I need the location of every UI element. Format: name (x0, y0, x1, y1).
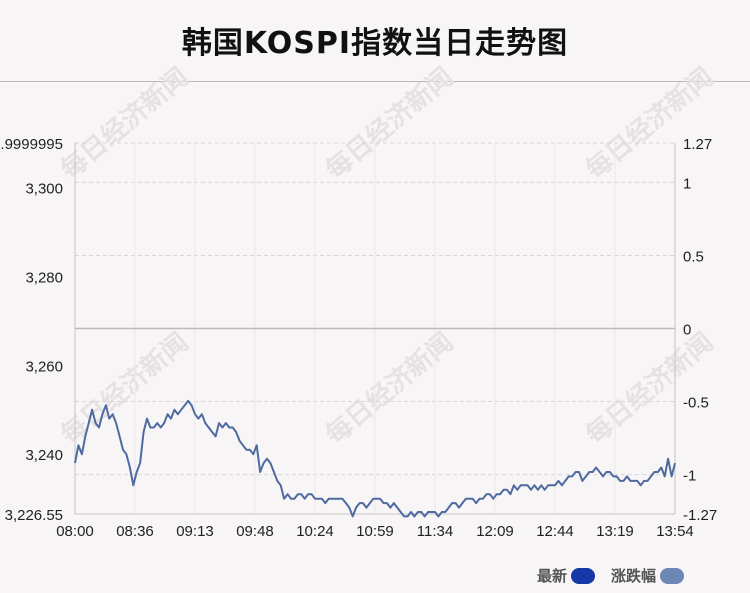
y-right-tick-label-1: 1 (683, 175, 691, 192)
watermark-1: 每日经济新闻 (320, 61, 459, 185)
x-tick-label-10: 13:54 (656, 523, 694, 540)
y-right-tick-label-2: 0.5 (683, 248, 704, 265)
x-tick-label-6: 11:34 (417, 523, 453, 540)
legend-label-latest: 最新 (536, 567, 567, 585)
legend-item-change[interactable]: 涨跌幅 (611, 565, 684, 586)
watermark-0: 每日经济新闻 (55, 61, 194, 185)
y-right-tick-label-0: 1.27 (683, 136, 712, 153)
legend-label-change: 涨跌幅 (610, 567, 656, 585)
x-tick-label-0: 08:00 (56, 523, 94, 540)
x-tick-label-2: 09:13 (176, 523, 214, 540)
watermark-5: 每日经济新闻 (580, 326, 719, 450)
x-tick-label-5: 10:59 (356, 523, 394, 540)
x-tick-label-3: 09:48 (236, 523, 274, 540)
y-left-tick-label-3: 3,260 (25, 358, 63, 375)
legend-swatch-change (660, 567, 684, 584)
y-left-tick-label-0: 3,309.9999995 (0, 136, 63, 153)
y-right-tick-label-4: -0.5 (683, 395, 709, 412)
x-tick-label-4: 10:24 (296, 523, 334, 540)
y-left-tick-label-1: 3,300 (25, 180, 63, 197)
y-left-tick-label-4: 3,240 (25, 447, 63, 464)
x-tick-label-9: 13:19 (596, 523, 634, 540)
watermark-2: 每日经济新闻 (580, 61, 719, 185)
y-left-tick-label-5: 3,226.55 (5, 507, 63, 524)
x-tick-label-8: 12:44 (536, 523, 574, 540)
legend-swatch-latest (570, 567, 595, 584)
title-divider (0, 81, 750, 82)
watermark-3: 每日经济新闻 (55, 326, 194, 450)
chart-title: 韩国KOSPI指数当日走势图 (181, 26, 569, 61)
x-tick-label-1: 08:36 (116, 523, 154, 540)
y-left-tick-label-2: 3,280 (25, 269, 63, 286)
series-line-0 (74, 399, 676, 518)
legend: 最新 涨跌幅 (521, 565, 684, 586)
legend-item-latest[interactable]: 最新 (537, 565, 595, 586)
y-right-tick-label-3: 0 (683, 322, 691, 339)
x-tick-label-7: 12:09 (476, 523, 514, 540)
y-right-tick-label-6: -1.27 (683, 507, 717, 524)
y-right-tick-label-5: -1 (683, 468, 696, 485)
watermark-4: 每日经济新闻 (320, 326, 459, 450)
